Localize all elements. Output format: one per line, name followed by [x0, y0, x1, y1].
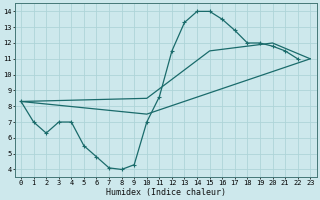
X-axis label: Humidex (Indice chaleur): Humidex (Indice chaleur) [106, 188, 226, 197]
